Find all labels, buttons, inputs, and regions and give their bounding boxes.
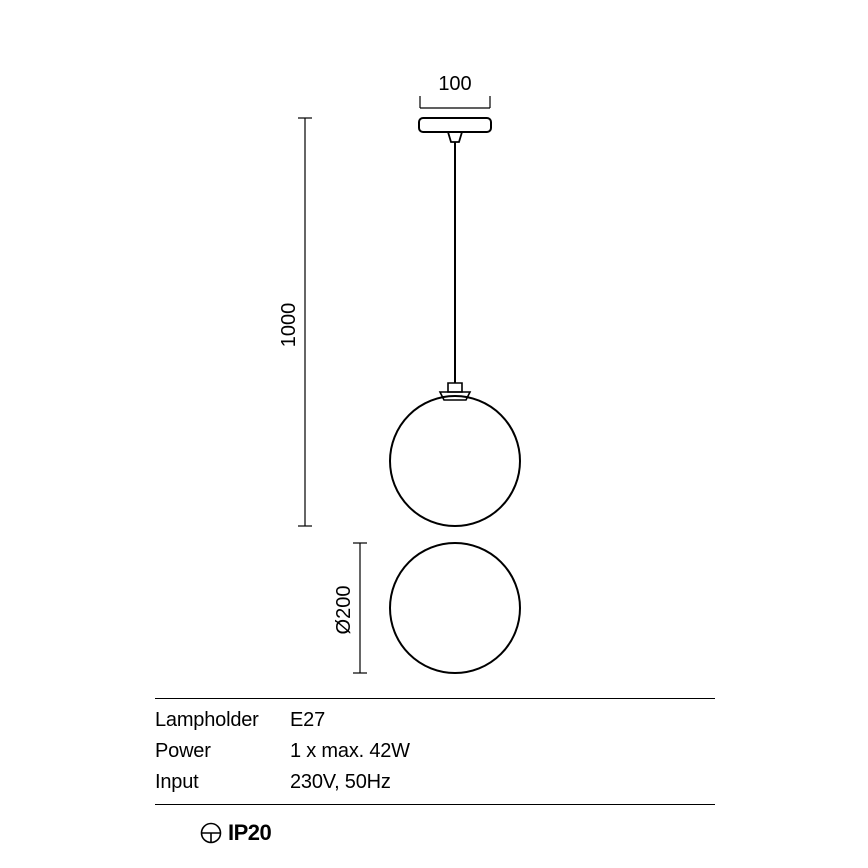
- svg-text:1000: 1000: [278, 303, 300, 348]
- spec-row: Power 1 x max. 42W: [155, 736, 715, 767]
- spec-label: Power: [155, 736, 290, 767]
- spec-row: Lampholder E27: [155, 705, 715, 736]
- dim-sphere-diameter: Ø200: [333, 543, 367, 673]
- spec-label: Input: [155, 767, 290, 798]
- svg-text:100: 100: [438, 73, 471, 95]
- spec-value: 1 x max. 42W: [290, 736, 715, 767]
- canopy: [419, 118, 491, 132]
- spec-divider-top: [155, 698, 715, 699]
- technical-drawing: 100 1000 Ø200: [0, 0, 868, 680]
- dim-total-height: 1000: [278, 118, 312, 526]
- sphere-plan-view: [390, 543, 520, 673]
- spec-value: E27: [290, 705, 715, 736]
- sphere-side-view: [390, 396, 520, 526]
- ip-rating-text: IP20: [228, 820, 271, 846]
- spec-row: Input 230V, 50Hz: [155, 767, 715, 798]
- cable-connector-top: [448, 132, 462, 142]
- ip-rating-row: IP20: [200, 820, 271, 846]
- spec-label: Lampholder: [155, 705, 290, 736]
- svg-text:Ø200: Ø200: [333, 586, 355, 635]
- spec-table: Lampholder E27 Power 1 x max. 42W Input …: [155, 705, 715, 798]
- ip-protection-icon: [200, 822, 222, 844]
- spec-divider-bottom: [155, 804, 715, 805]
- dim-canopy-width: 100: [420, 73, 490, 108]
- spec-value: 230V, 50Hz: [290, 767, 715, 798]
